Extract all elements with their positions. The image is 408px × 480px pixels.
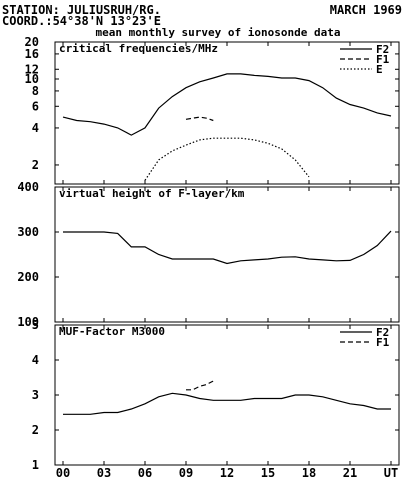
legend-label: F1 [376, 53, 390, 66]
series-line-e [144, 137, 310, 181]
chart-panel-2: 100 200 300 400 virtual height of F-layer/km [17, 180, 400, 329]
legend-label: F1 [376, 336, 390, 349]
x-tick-label: 03 [97, 466, 111, 480]
y-tick-label: 2 [32, 423, 39, 437]
y-tick-label: 16 [25, 47, 39, 61]
y-tick-label: 10 [25, 72, 39, 86]
chart-subtitle: mean monthly survey of ionosonde data [95, 26, 340, 39]
y-tick-label: 5 [32, 318, 39, 332]
series-line-f1 [186, 380, 214, 391]
y-tick-label: 6 [32, 99, 39, 113]
series-line-f1 [185, 116, 214, 122]
y-tick-label: 1 [32, 458, 39, 472]
series-line-main [63, 230, 392, 265]
x-tick-label: 18 [302, 466, 316, 480]
x-tick-label: 09 [179, 466, 193, 480]
series-line-f2 [63, 392, 391, 415]
y-tick-label: 2 [32, 158, 39, 172]
y-tick-label: 3 [32, 388, 39, 402]
x-tick-label: UT [384, 466, 398, 480]
legend-label: E [376, 63, 383, 76]
x-tick-label: 00 [56, 466, 70, 480]
plot-frame [54, 186, 400, 323]
y-tick-label: 20 [25, 35, 39, 49]
x-tick-label: 15 [261, 466, 275, 480]
coords-label: COORD.:54°38'N 13°23'E [2, 14, 161, 28]
plot-frame [54, 324, 400, 466]
plot-frame [54, 41, 400, 185]
date-label: MARCH 1969 [330, 3, 402, 17]
y-tick-label: 300 [17, 225, 39, 239]
panel-title: virtual height of F-layer/km [59, 187, 245, 200]
y-tick-label: 400 [17, 180, 39, 194]
y-tick-label: 4 [32, 353, 39, 367]
legend-label: F2 [376, 43, 389, 56]
panel-title: critical frequencies/MHz [59, 42, 218, 55]
x-tick-label: 06 [138, 466, 152, 480]
y-tick-label: 200 [17, 270, 39, 284]
panel-title: MUF-Factor M3000 [59, 325, 165, 338]
series-line-f2 [62, 73, 392, 136]
y-tick-label: 8 [32, 84, 39, 98]
station-label: STATION: JULIUSRUH/RG. [2, 3, 161, 17]
legend-label: F2 [376, 326, 389, 339]
y-tick-label: 4 [32, 121, 39, 135]
y-tick-label: 100 [17, 315, 39, 329]
x-tick-label: 21 [343, 466, 357, 480]
y-tick-label: 12 [25, 62, 39, 76]
x-tick-label: 12 [220, 466, 234, 480]
